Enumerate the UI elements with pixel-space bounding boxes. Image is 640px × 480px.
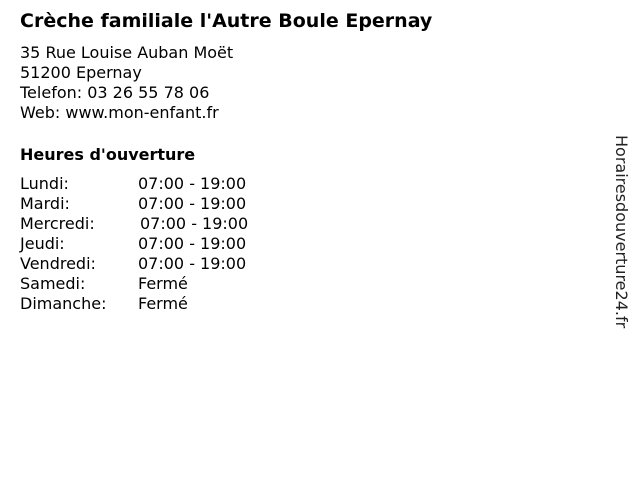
hours-row: Jeudi: 07:00 - 19:00 — [20, 234, 248, 254]
day-label: Samedi: — [20, 274, 86, 293]
city: 51200 Epernay — [20, 63, 142, 82]
time-value: 07:00 - 19:00 — [138, 174, 247, 193]
time-value: Fermé — [138, 274, 188, 293]
hours-row: Dimanche: Fermé — [20, 294, 248, 314]
street: 35 Rue Louise Auban Moët — [20, 43, 234, 62]
day-label: Mardi: — [20, 194, 70, 213]
day-label: Mercredi: — [20, 214, 95, 233]
day-label: Dimanche: — [20, 294, 107, 313]
day-label: Vendredi: — [20, 254, 96, 273]
day-label: Lundi: — [20, 174, 69, 193]
time-value: 07:00 - 19:00 — [138, 194, 247, 213]
watermark: Horairesdouverture24.fr — [612, 135, 631, 329]
time-value: 07:00 - 19:00 — [140, 214, 249, 233]
hours-row: Samedi: Fermé — [20, 274, 248, 294]
hours-heading: Heures d'ouverture — [20, 145, 196, 164]
website: Web: www.mon-enfant.fr — [20, 103, 219, 122]
time-value: 07:00 - 19:00 — [138, 234, 247, 253]
day-label: Jeudi: — [20, 234, 65, 253]
time-value: 07:00 - 19:00 — [138, 254, 247, 273]
hours-row: Vendredi: 07:00 - 19:00 — [20, 254, 248, 274]
hours-table: Lundi: 07:00 - 19:00 Mardi: 07:00 - 19:00 … — [20, 174, 248, 314]
hours-row: Mercredi: 07:00 - 19:00 — [20, 214, 248, 234]
phone: Telefon: 03 26 55 78 06 — [20, 83, 210, 102]
address-block: 35 Rue Louise Auban Moët 51200 Epernay T… — [20, 43, 233, 123]
time-value: Fermé — [138, 294, 188, 313]
page-title: Crèche familiale l'Autre Boule Epernay — [20, 10, 433, 32]
hours-row: Mardi: 07:00 - 19:00 — [20, 194, 248, 214]
hours-row: Lundi: 07:00 - 19:00 — [20, 174, 248, 194]
